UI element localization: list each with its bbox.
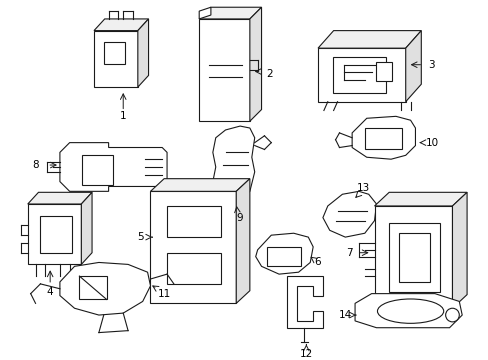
Bar [94,31,138,87]
Bar [167,253,220,284]
Polygon shape [138,19,148,87]
Text: 1: 1 [120,111,126,121]
Polygon shape [28,192,92,204]
Polygon shape [81,192,92,264]
Polygon shape [199,7,261,19]
Text: 9: 9 [236,213,243,222]
Polygon shape [255,233,312,274]
Text: 13: 13 [356,183,370,193]
Polygon shape [374,192,466,206]
Text: 5: 5 [137,232,144,242]
Bar [332,57,386,93]
Bar [199,19,249,121]
Polygon shape [60,262,150,315]
Bar [388,224,439,292]
Polygon shape [212,126,254,201]
Polygon shape [405,31,421,102]
Bar [167,206,220,237]
Polygon shape [199,7,210,19]
Polygon shape [150,179,249,192]
Polygon shape [322,192,376,237]
Bar [28,204,81,264]
Polygon shape [286,276,322,328]
Bar [374,206,451,308]
Polygon shape [451,192,466,308]
Text: 12: 12 [299,349,312,359]
Polygon shape [94,19,148,31]
Bar [376,62,391,81]
Text: 14: 14 [338,310,351,320]
Text: 4: 4 [47,287,53,297]
Text: 2: 2 [265,69,272,80]
Bar [267,247,301,266]
Bar [41,216,71,253]
Text: 7: 7 [345,248,352,258]
Bar [317,48,405,102]
Polygon shape [351,116,415,159]
Polygon shape [249,7,261,121]
Polygon shape [236,179,249,303]
Bar [103,42,125,64]
Bar [398,233,429,282]
Text: 11: 11 [157,289,170,299]
Text: 10: 10 [425,138,438,148]
Bar [82,155,113,185]
Text: 6: 6 [314,257,321,267]
Polygon shape [60,143,167,192]
Ellipse shape [377,299,443,323]
Bar [79,276,106,300]
Bar [150,192,236,303]
Text: 8: 8 [32,160,39,170]
Circle shape [445,308,458,322]
Polygon shape [354,294,461,328]
Text: 3: 3 [427,60,433,70]
Polygon shape [317,31,421,48]
Bar [364,128,401,149]
